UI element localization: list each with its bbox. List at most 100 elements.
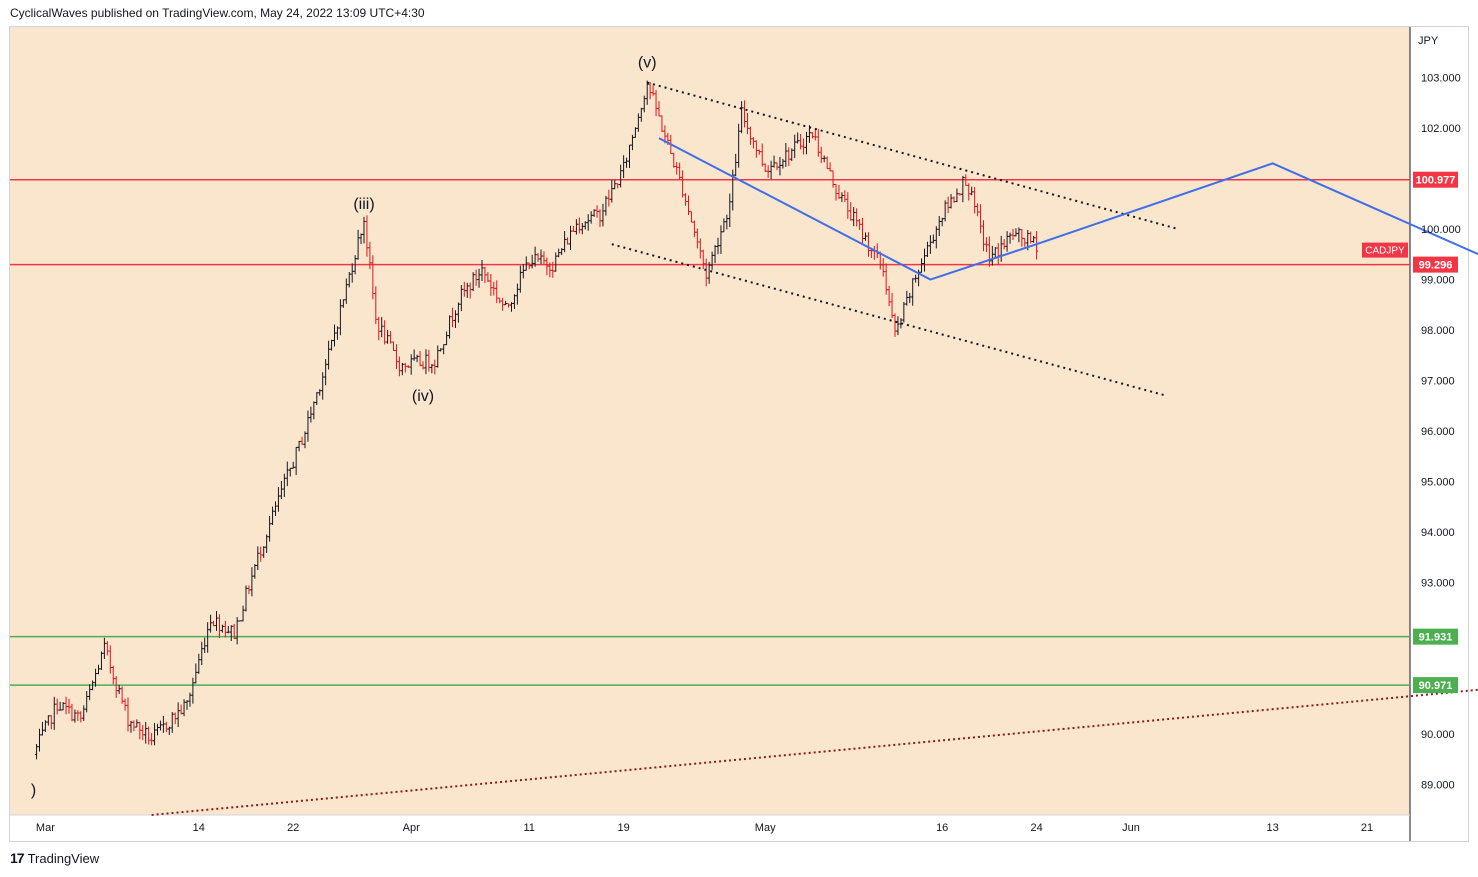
wave-label-0: (iii) [353,196,374,213]
candle [769,160,773,180]
y-tick-label: 89.000 [1421,780,1455,792]
channel-upper-line[interactable] [646,81,1179,231]
candle [141,725,145,741]
candle [102,637,106,659]
candle [495,280,499,304]
candle [273,501,278,517]
symbol-tag: CADJPY [1362,242,1408,258]
candle [952,196,956,203]
y-tick-label: 100.000 [1421,224,1461,236]
candle [309,406,313,423]
candle [300,436,304,445]
candle [64,696,68,715]
candle [415,354,419,363]
candle [185,700,189,710]
candle [70,703,74,722]
candle [450,307,455,328]
long-term-trendline[interactable] [151,674,1478,816]
candle [793,134,797,159]
candle [713,245,717,264]
candle [365,215,369,257]
candle [489,274,493,296]
candle [734,153,738,177]
candle [453,310,458,329]
candle [329,339,334,351]
candle [866,232,871,257]
candle [636,113,640,132]
tradingview-branding[interactable]: 17 TradingView [10,850,99,866]
candle [725,214,729,230]
price-level-tag: 91.931 [1413,628,1458,645]
y-tick-label: 90.000 [1421,729,1455,741]
candle [1014,228,1018,237]
candle [306,410,310,442]
candle [672,152,676,168]
candle [424,349,428,375]
wave-projection-line[interactable] [658,137,1478,330]
candle [610,180,614,203]
candle [220,624,224,633]
candle [439,348,443,352]
candle [654,90,658,117]
candle [132,720,136,732]
candle [692,220,696,238]
candle [527,262,531,270]
candle [978,204,983,234]
candle [114,676,118,698]
candle [993,247,997,259]
candle [949,193,953,209]
candle [315,391,319,405]
chart-frame[interactable] [9,26,1469,842]
candle [241,605,245,622]
candle [291,461,295,469]
candle [362,216,366,244]
candle [194,663,198,684]
svg-text:100.977: 100.977 [1416,175,1456,187]
candle [840,192,844,203]
candle [465,282,469,298]
candle [893,313,897,337]
candle [686,195,691,215]
candle [418,351,422,367]
price-axis-area[interactable] [1410,27,1468,815]
candle [896,316,900,336]
candle [285,461,289,487]
candle [436,345,440,368]
candle [182,699,186,717]
candle [931,234,935,244]
candle [400,362,404,376]
candle [648,81,652,100]
candle [341,299,345,308]
candle [742,100,747,128]
candle [577,217,581,234]
candle [1029,231,1033,244]
candle [203,637,207,654]
candle [542,251,546,265]
candle [91,680,95,691]
candle [244,585,248,612]
candle [327,340,331,370]
candle [689,211,694,223]
candle [574,219,578,235]
candle [521,264,525,279]
candle [899,318,903,329]
candle [46,715,50,726]
candle [660,115,664,133]
candle [955,188,959,203]
x-tick-label: 19 [617,822,629,834]
candle [374,286,378,324]
candle [238,620,242,622]
candle [630,134,635,151]
x-tick-label: 14 [193,822,205,834]
candle [368,241,372,270]
candle [881,258,885,277]
candle [268,515,272,542]
candle [164,721,168,733]
candle [217,614,222,638]
candle [796,132,800,144]
candle [554,252,558,272]
candle [757,149,761,155]
candle [88,684,92,701]
price-level-tag: 90.971 [1413,677,1458,694]
